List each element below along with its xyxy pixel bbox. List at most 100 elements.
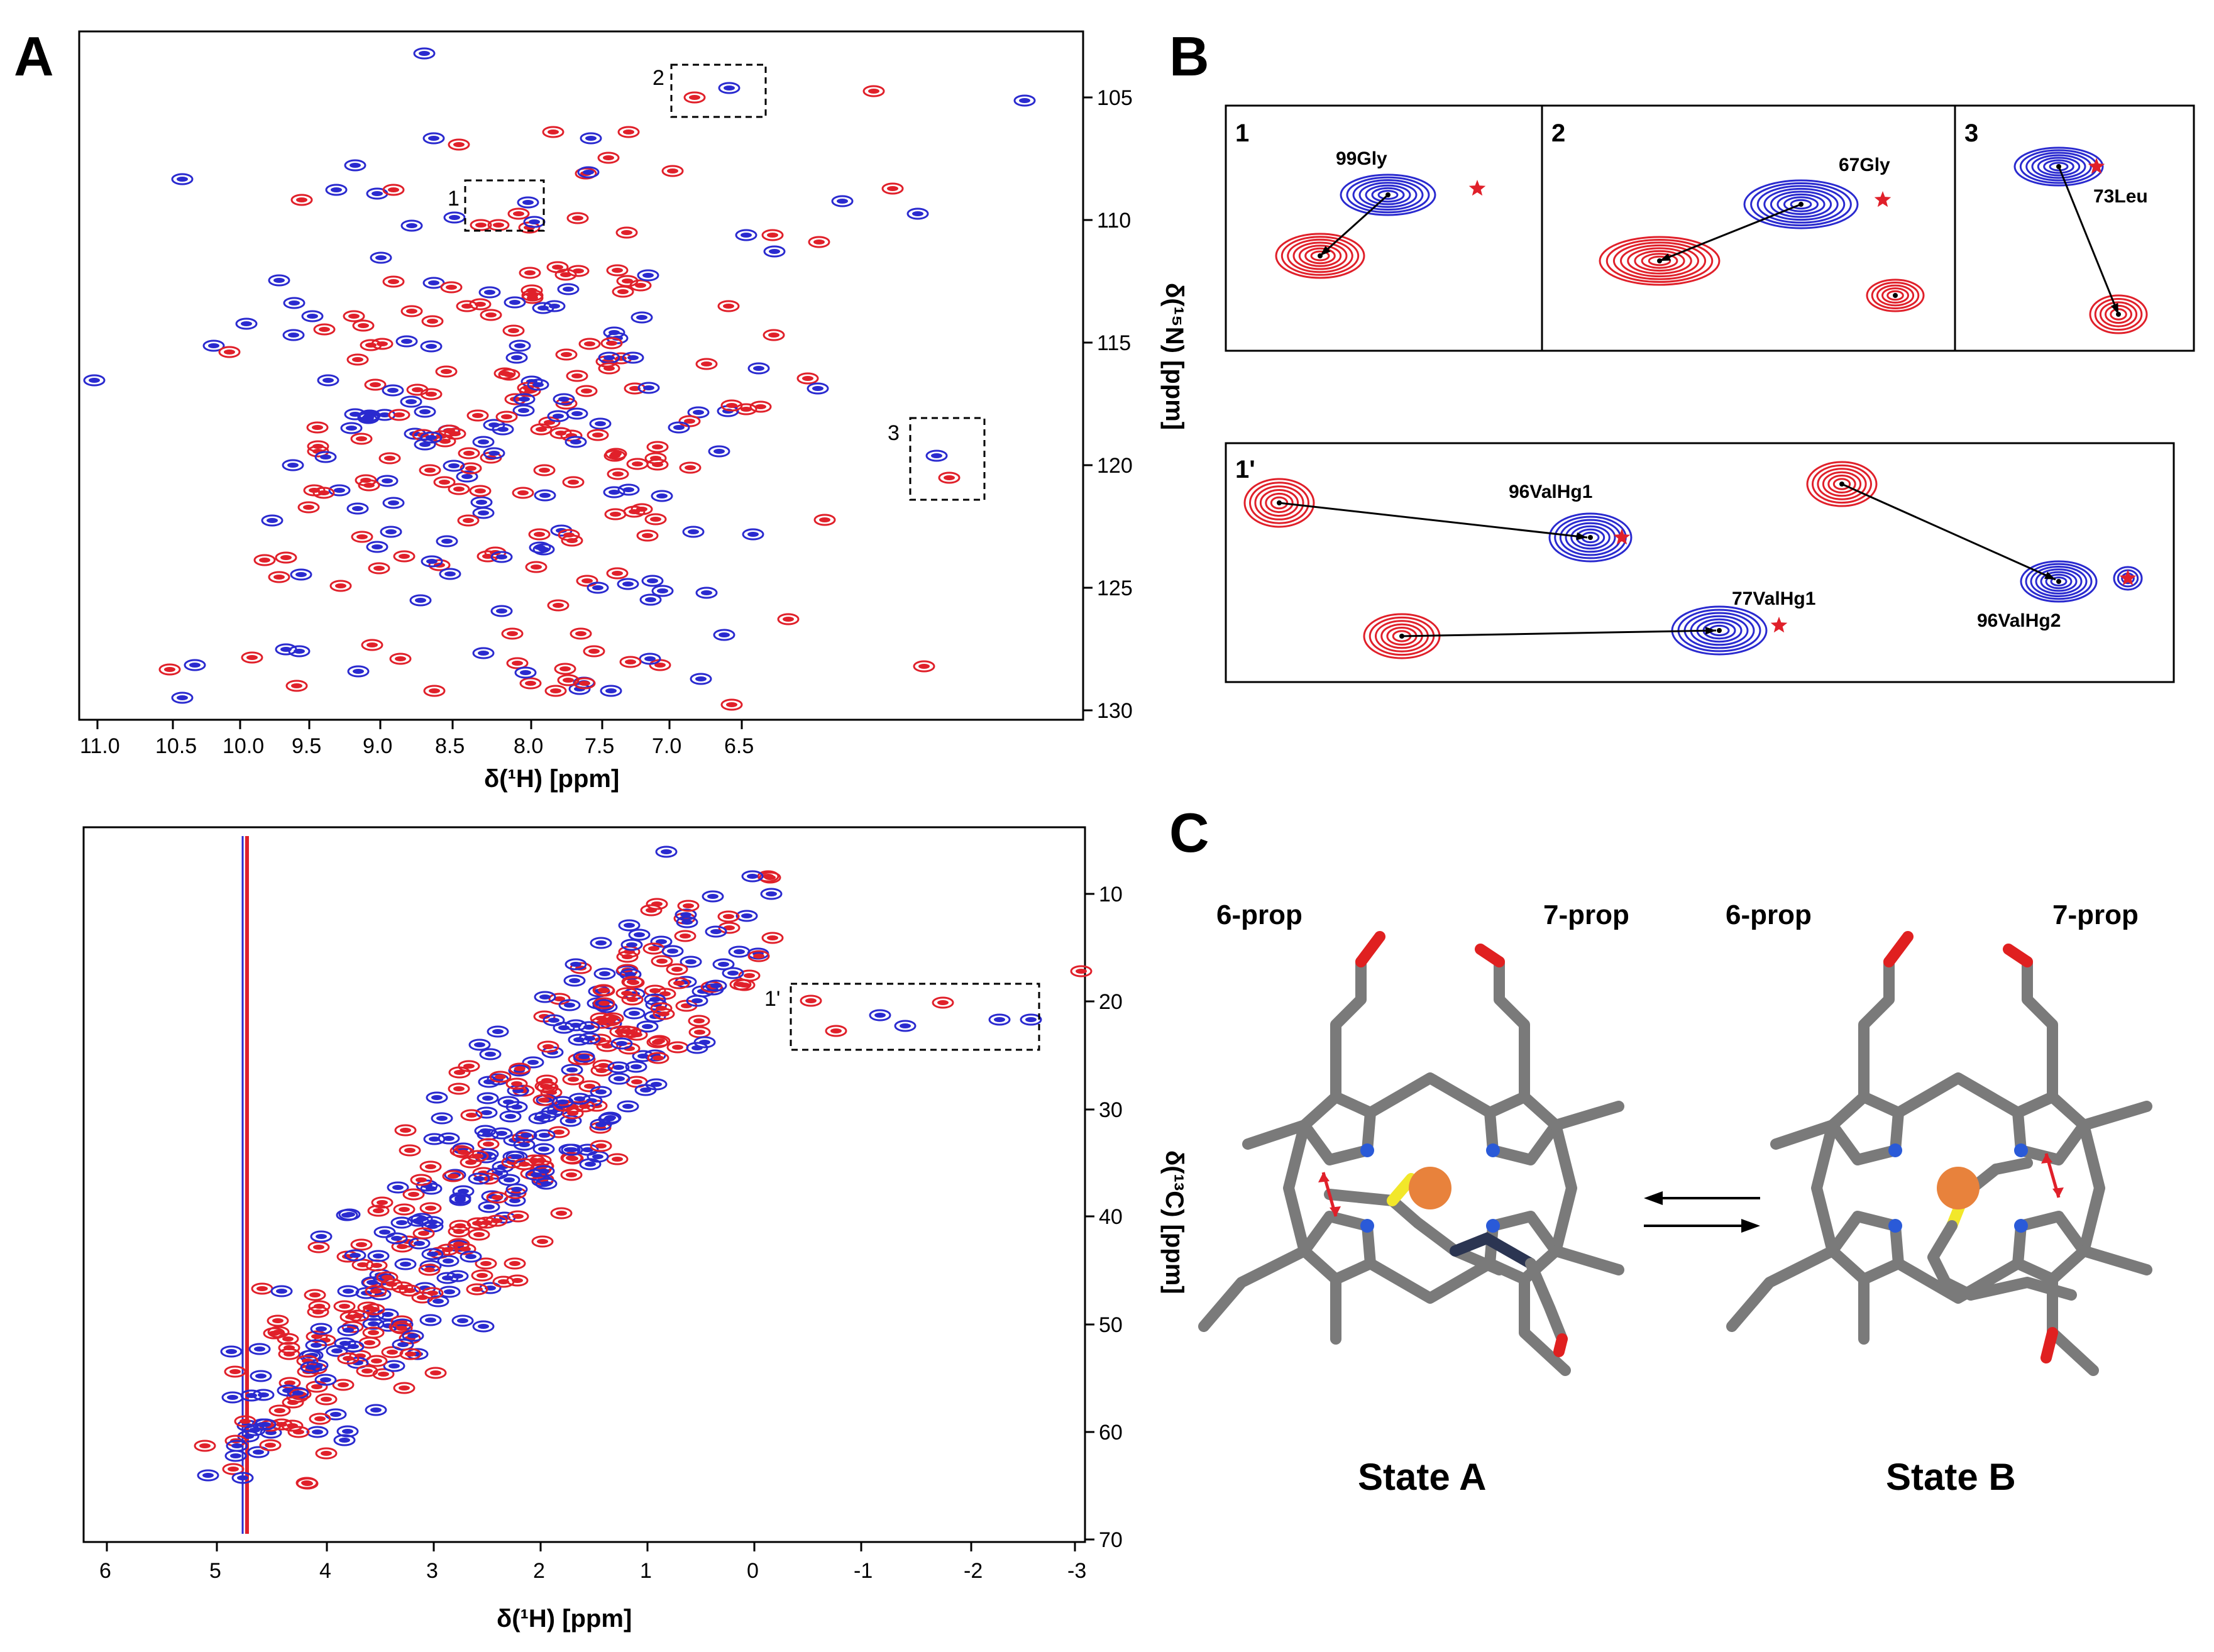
met-side-chain <box>1324 1189 1505 1275</box>
hsqc-peak <box>361 639 383 651</box>
hmqc-peak <box>666 963 688 976</box>
meso-bridge-bottom <box>1365 1258 1495 1304</box>
hmqc-peak <box>728 945 751 958</box>
hsqc-peak <box>570 627 592 640</box>
pyrrole-nitrogen <box>1360 1143 1374 1157</box>
hmqc-peak <box>221 1391 244 1404</box>
hmqc-peak <box>674 930 697 942</box>
hmqc-x-tick-label: -3 <box>1067 1559 1086 1583</box>
methyl-se <box>2078 1245 2152 1275</box>
hsqc-peak <box>735 229 757 241</box>
hmqc-peak <box>558 999 581 1011</box>
meso-bridge-top <box>1365 1072 1495 1118</box>
hsqc-peak <box>542 126 565 138</box>
inset-1prime-arrow-c <box>1841 483 2056 581</box>
inset-2-red-minor-contour <box>1886 290 1904 301</box>
hsqc-x-label: δ(¹H) [ppm] <box>484 765 619 793</box>
inset-1prime-red-a <box>1243 478 1315 528</box>
hsqc-peak <box>370 251 392 264</box>
methyl-nw <box>1242 1120 1310 1150</box>
heme-state-b <box>1726 931 2152 1376</box>
inset-1prime-star-c <box>2119 570 2137 586</box>
hsqc-peak <box>413 47 436 60</box>
hmqc-peak <box>532 1143 555 1155</box>
hmqc-peak <box>220 1345 243 1358</box>
hmqc-peak <box>702 890 724 903</box>
hsqc-peak <box>436 535 458 548</box>
meso-bridge-right <box>1550 1120 1577 1257</box>
inset-2-star <box>1874 191 1892 207</box>
hsqc-peak <box>631 503 653 515</box>
hsqc-peak <box>382 497 405 509</box>
heme-state-a <box>1198 931 1624 1376</box>
hmqc-peak <box>423 1133 446 1145</box>
hsqc-peak <box>512 487 534 499</box>
hsqc-x-tick-label: 10.0 <box>223 734 264 758</box>
hsqc-peak <box>566 212 589 224</box>
hsqc-peak <box>533 464 556 476</box>
inset-2-red-contour <box>1599 236 1721 286</box>
hsqc-peak <box>347 665 370 678</box>
hsqc-box-3-label: 3 <box>888 421 900 445</box>
hmqc-peak <box>618 919 641 932</box>
hsqc-peak <box>651 490 673 502</box>
hmqc-peak <box>350 1238 373 1251</box>
hsqc-peak <box>282 329 305 341</box>
inset-1prime-label-77valhg1: 77ValHg1 <box>1732 588 1815 609</box>
hsqc-peak <box>554 663 576 675</box>
hmqc-peak <box>628 928 651 941</box>
hsqc-peak <box>423 685 446 697</box>
hsqc-peak <box>906 207 929 220</box>
hmqc-peak <box>365 1404 387 1416</box>
hmqc-box-1prime-label: 1' <box>764 987 780 1011</box>
inset-1prime-index: 1' <box>1235 456 1255 483</box>
axial-oxygen <box>1553 1333 1568 1357</box>
hmqc-peak <box>608 1072 631 1085</box>
inset-2-blue-contour <box>1743 179 1859 229</box>
hmqc-peak <box>507 1210 529 1223</box>
hmqc-y-tick-label: 50 <box>1099 1313 1123 1337</box>
propionate-6 <box>1858 956 1895 1103</box>
hsqc-peak <box>631 311 653 324</box>
hmqc-peak <box>593 967 616 980</box>
inset-1-red-contour <box>1275 233 1365 279</box>
hmqc-peak <box>247 1446 270 1458</box>
hsqc-peak <box>275 643 297 656</box>
hmqc-peak <box>688 1015 710 1027</box>
hsqc-peak <box>171 173 194 185</box>
hmqc-x-label: δ(¹H) [ppm] <box>497 1605 632 1633</box>
inset-1-red-contour <box>1310 250 1330 262</box>
state-a-7-prop: 7-prop <box>1543 900 1629 930</box>
inset-1-blue-contour <box>1377 190 1399 200</box>
inset-2-red-minor-contour <box>1866 278 1925 312</box>
hsqc-peak <box>617 578 639 590</box>
hsqc-peak <box>636 529 659 542</box>
hsqc-peak <box>720 698 743 711</box>
hsqc-peak <box>343 310 365 322</box>
hsqc-peak <box>421 555 443 568</box>
hsqc-peak <box>557 283 580 295</box>
state-b-title: State B <box>1886 1456 2016 1498</box>
inset-3-blue-contour <box>2025 151 2092 182</box>
hsqc-peak <box>268 571 290 583</box>
inset-1prime-blue-c <box>2025 563 2093 600</box>
hsqc-peak <box>514 666 537 679</box>
hsqc-peak <box>171 691 194 704</box>
inset-2-blue-contour <box>1750 182 1852 226</box>
equilibrium-arrows <box>1644 1191 1760 1233</box>
hsqc-peak <box>382 384 404 397</box>
hmqc-y-tick-label: 20 <box>1099 990 1123 1014</box>
hsqc-peak <box>480 309 502 321</box>
hmqc-x-tick-label: 6 <box>99 1559 111 1583</box>
hsqc-peak <box>646 441 669 453</box>
inset-3-residue: 73Leu <box>2093 186 2148 207</box>
hmqc-x-tick-label: 2 <box>533 1559 545 1583</box>
hmqc-peak <box>304 1289 326 1301</box>
hmqc-peak <box>640 904 663 917</box>
hsqc-peak <box>598 362 620 375</box>
hmqc-peak <box>476 1092 499 1104</box>
hsqc-peak <box>340 422 363 434</box>
hsqc-peak <box>682 526 705 538</box>
hmqc-peak <box>424 1367 447 1379</box>
hsqc-peak <box>282 459 304 471</box>
